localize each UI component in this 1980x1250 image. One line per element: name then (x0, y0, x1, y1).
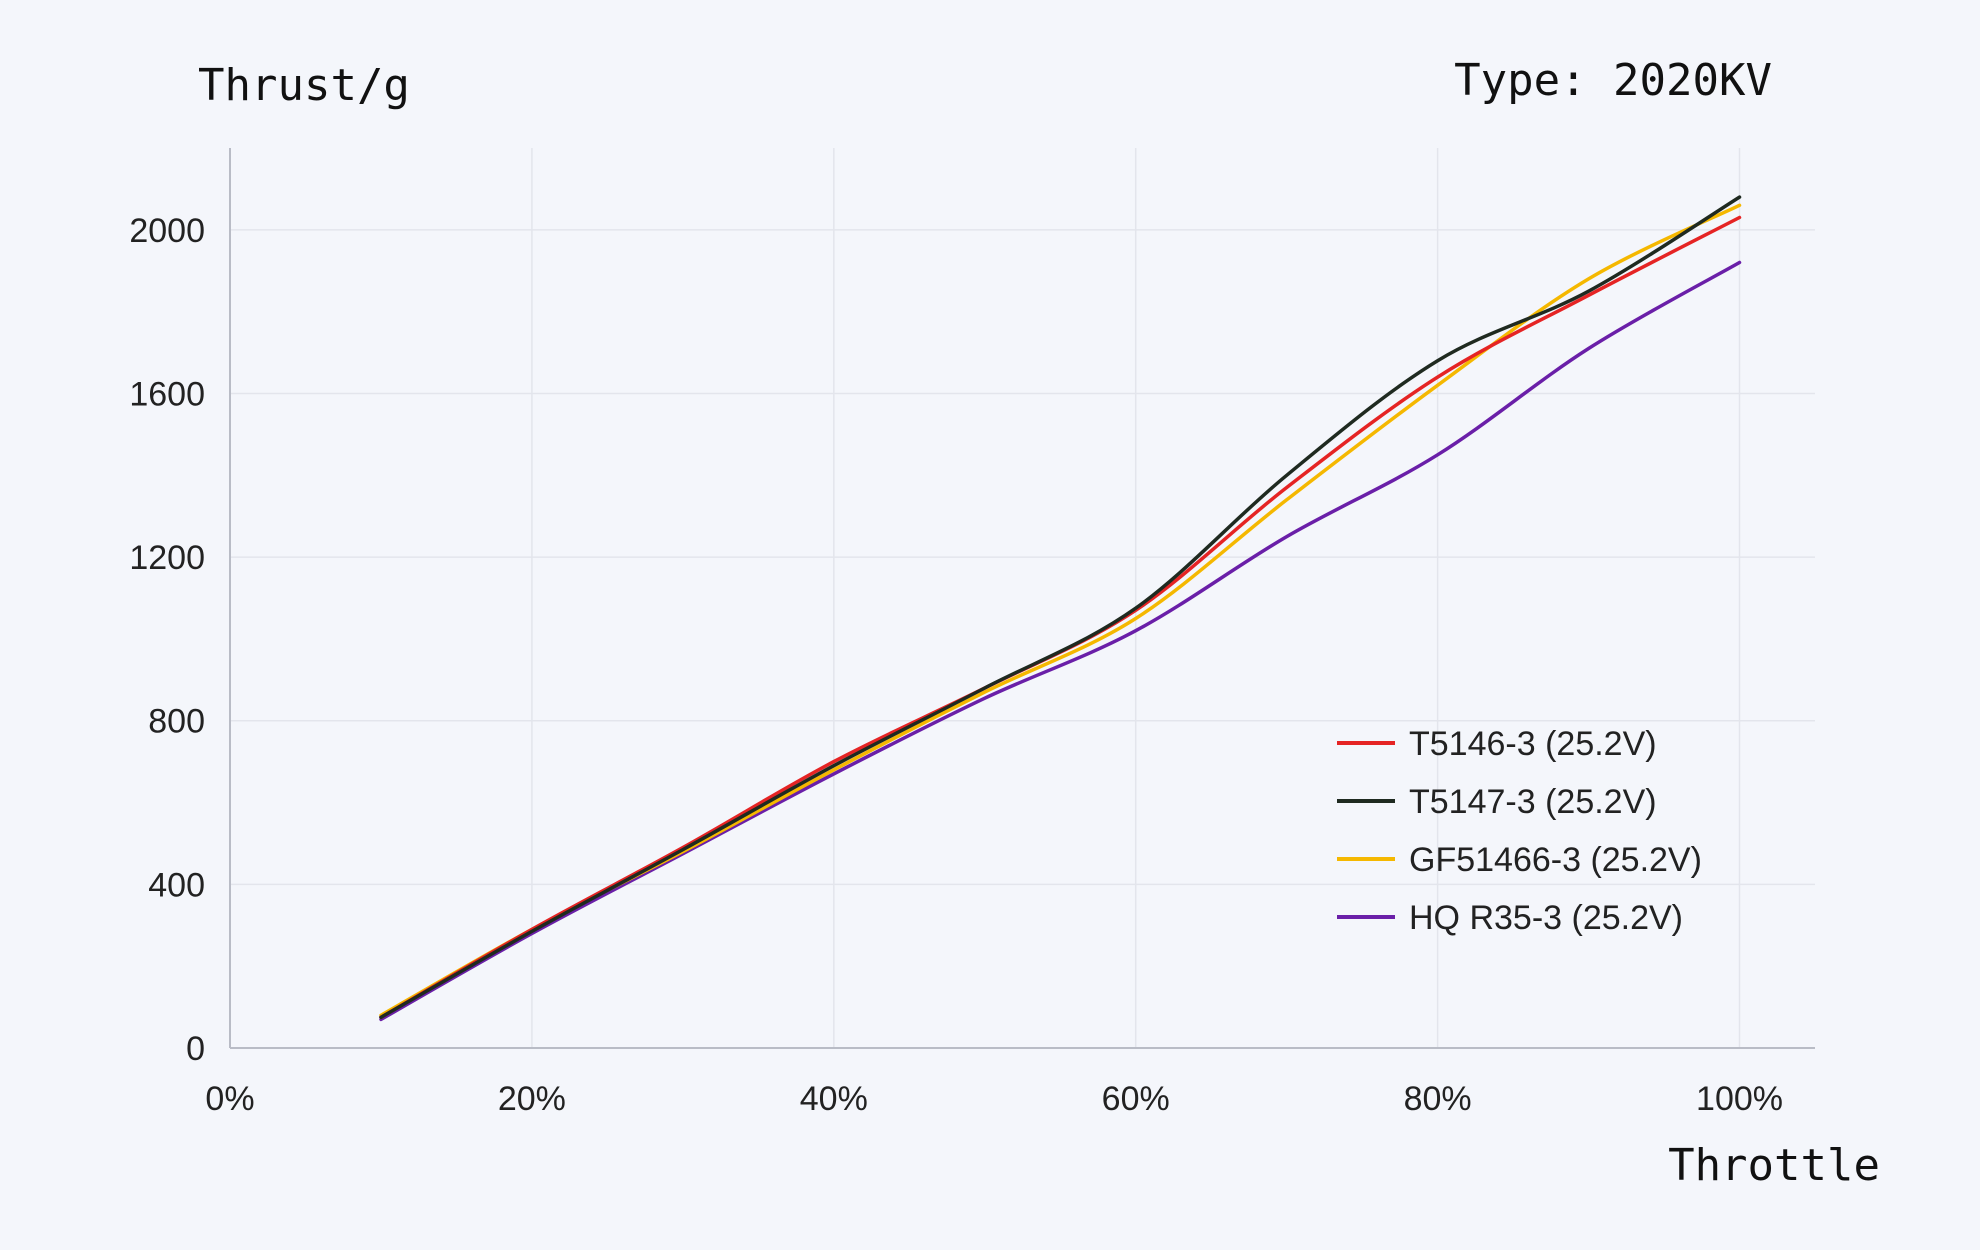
x-tick-label: 40% (800, 1080, 868, 1118)
legend-label-2: GF51466-3 (25.2V) (1409, 841, 1702, 879)
x-tick-label: 20% (498, 1080, 566, 1118)
x-tick-label: 0% (205, 1080, 254, 1118)
axes (229, 148, 1815, 1049)
series-line-3 (379, 260, 1742, 1022)
legend-label-3: HQ R35-3 (25.2V) (1409, 899, 1683, 937)
y-tick-label: 0 (186, 1030, 205, 1068)
y-tick-label: 1600 (129, 375, 205, 413)
series-line-1 (379, 195, 1742, 1020)
series-lines (379, 195, 1742, 1022)
y-tick-label: 400 (148, 866, 205, 904)
legend: T5146-3 (25.2V) T5147-3 (25.2V) GF51466-3 … (1337, 725, 1702, 937)
series-line-2 (379, 203, 1742, 1018)
y-tick-label: 1200 (129, 539, 205, 577)
x-tick-label: 80% (1404, 1080, 1472, 1118)
chart-title: Type: 2020KV (1454, 55, 1772, 106)
legend-label-0: T5146-3 (25.2V) (1409, 725, 1657, 763)
grid (230, 148, 1815, 1048)
x-tick-label: 60% (1102, 1080, 1170, 1118)
y-tick-labels: 0 400 800 1200 1600 2000 (129, 212, 205, 1068)
y-tick-label: 800 (148, 703, 205, 741)
x-axis-title: Throttle (1668, 1140, 1880, 1191)
legend-label-1: T5147-3 (25.2V) (1409, 783, 1657, 821)
y-axis-title: Thrust/g (198, 60, 410, 111)
series-line-0 (379, 215, 1742, 1020)
y-tick-label: 2000 (129, 212, 205, 250)
x-tick-labels: 0% 20% 40% 60% 80% 100% (205, 1080, 1783, 1118)
x-tick-label: 100% (1696, 1080, 1783, 1118)
